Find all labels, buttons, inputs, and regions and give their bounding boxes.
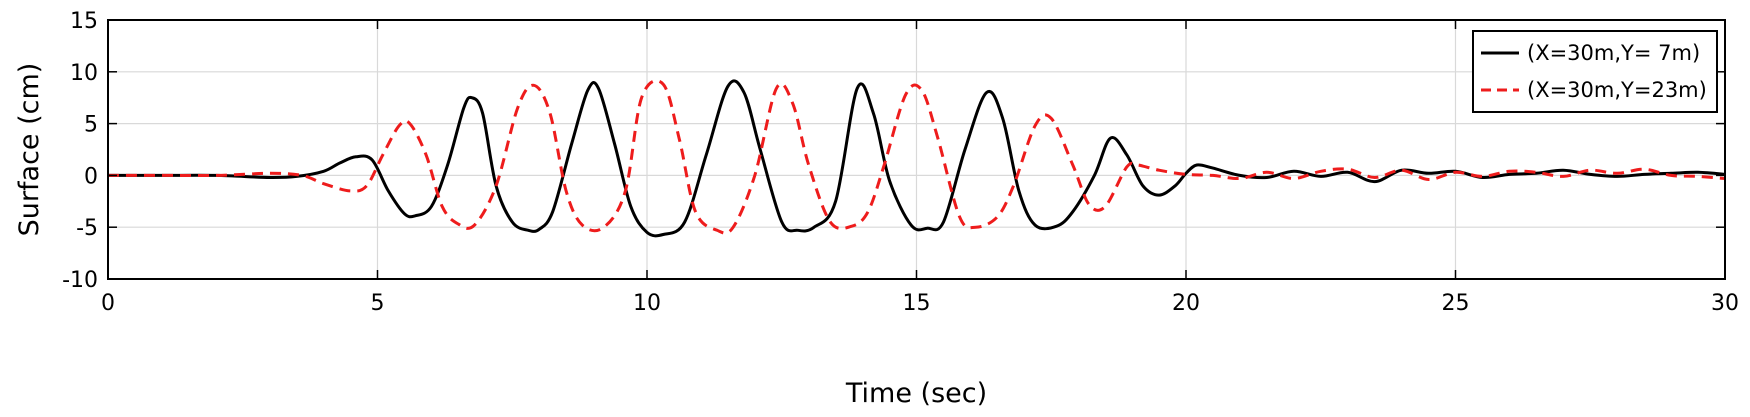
- x-tick-label: 20: [1172, 291, 1200, 316]
- grid: [108, 20, 1725, 279]
- x-tick-label: 15: [903, 291, 931, 316]
- tick-labels: 0 5 10 15 20 25 30 -10 -5 0 5 10 15: [62, 9, 1739, 316]
- series-layer: [108, 79, 1725, 238]
- legend-label-series-2: (X=30m,Y=23m): [1527, 78, 1707, 102]
- series-line-2: [108, 79, 1725, 235]
- y-tick-label: 15: [70, 9, 98, 34]
- y-tick-label: -10: [62, 268, 98, 293]
- y-tick-label: 0: [84, 164, 98, 189]
- y-tick-label: 10: [70, 61, 98, 86]
- series-line-1: [108, 79, 1725, 238]
- x-tick-label: 5: [371, 291, 385, 316]
- x-tick-label: 10: [633, 291, 661, 316]
- x-axis-title: Time (sec): [845, 378, 987, 409]
- x-tick-label: 0: [101, 291, 115, 316]
- x-tick-label: 30: [1711, 291, 1739, 316]
- tick-marks: [107, 19, 1726, 280]
- y-axis-title: Surface (cm): [14, 63, 45, 237]
- legend-box: [1472, 30, 1718, 113]
- y-tick-label: -5: [76, 216, 98, 241]
- y-tick-label: 5: [84, 113, 98, 138]
- x-tick-label: 25: [1442, 291, 1470, 316]
- legend-label-series-1: (X=30m,Y= 7m): [1527, 41, 1700, 65]
- legend: (X=30m,Y= 7m) (X=30m,Y=23m): [1472, 30, 1718, 113]
